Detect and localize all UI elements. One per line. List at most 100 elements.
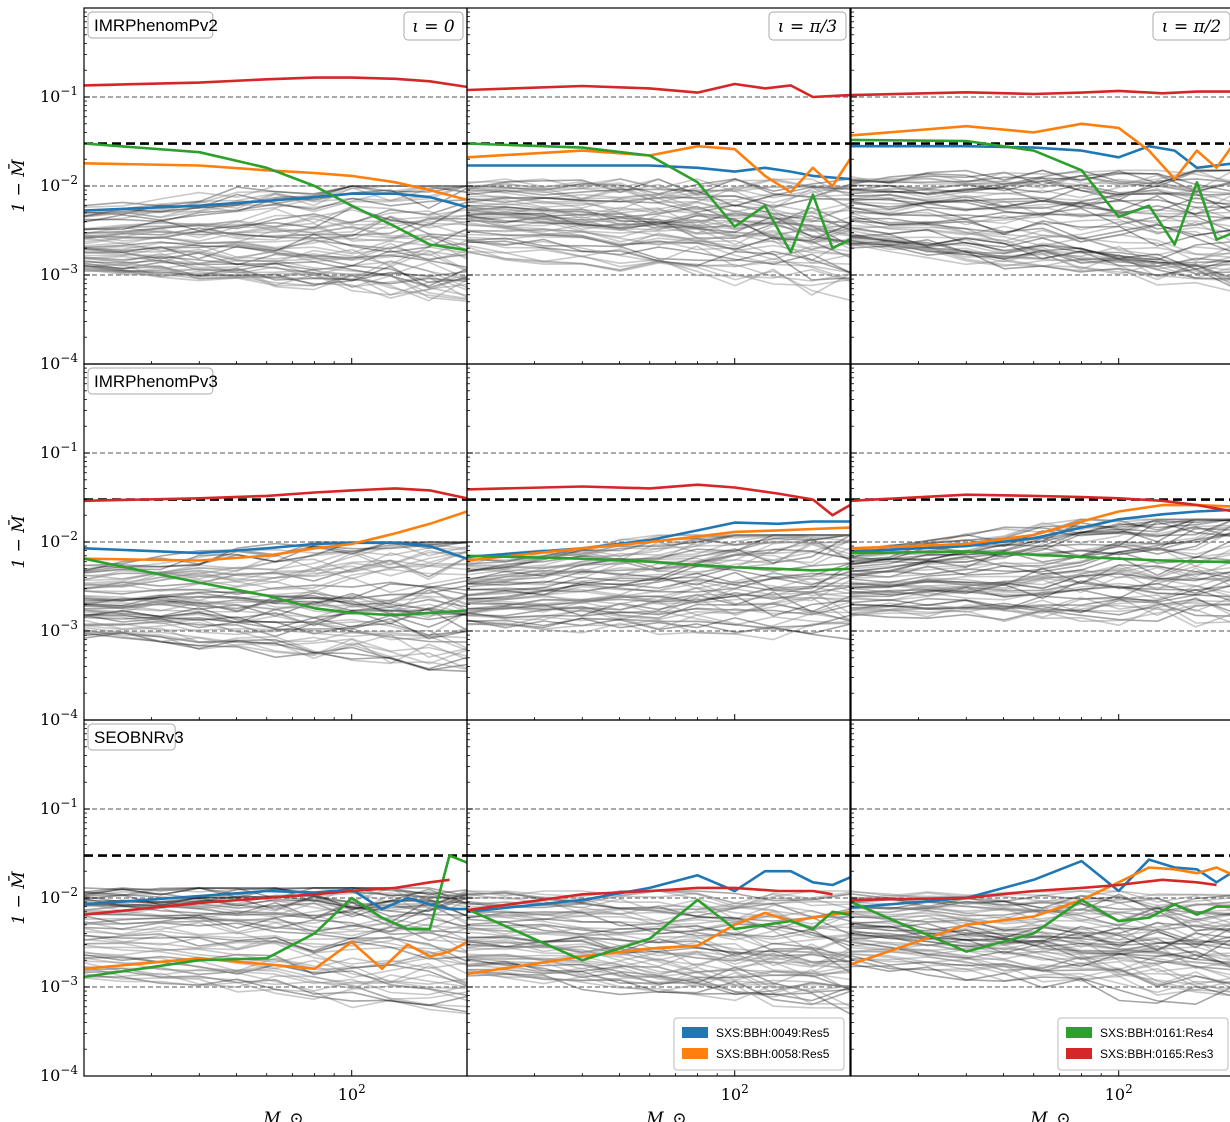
background-curve [467,586,850,610]
y-axis-label: 1 − M̄ [7,515,29,569]
inclination-label: ι = π/3 [778,17,837,37]
background-curve [467,603,850,622]
background-curve [851,245,1230,287]
background-curve [467,228,850,264]
background-curve [851,931,1230,953]
background-curve [84,918,467,942]
background-curve [84,248,467,268]
background-curve [84,629,467,670]
background-curve [84,214,467,238]
background-curve [467,935,850,963]
background-curve [851,894,1230,915]
background-curve [467,960,850,991]
background-curve [851,238,1230,278]
background-curve [851,890,1230,907]
background-curve [84,580,467,596]
legend-entry: SXS:BBH:0049:Res5 [716,1026,830,1040]
background-curve [84,894,467,911]
background-curve [467,931,850,964]
background-curve [467,581,850,604]
background-curve [467,971,850,1006]
background-curve [467,910,850,939]
series-line-SXS-BBH-0058-Res5 [84,510,467,562]
background-curve [851,177,1230,197]
background-curve [84,583,467,602]
background-curve [851,588,1230,608]
background-curve [467,577,850,605]
background-curve [84,941,467,970]
background-curve [851,956,1230,984]
background-curve [84,927,467,955]
background-curve [851,950,1230,986]
series-line-SXS-BBH-0058-Res5 [467,144,850,194]
x-tick-label: 102 [721,1082,749,1104]
y-tick-label: 10−4 [40,1063,78,1085]
background-curve [84,934,467,954]
panel-r1-c0: 10−4 10−3 10−2 10−1 1 − M̄ IMRPhenomPv3 [7,363,468,729]
background-curve [467,918,850,951]
background-curve [84,215,467,238]
legend-entry: SXS:BBH:0161:Res4 [1100,1026,1214,1040]
background-curve [467,209,850,234]
background-curve [851,585,1230,597]
background-curve [84,268,467,296]
x-axis-label: M_⊙ [645,1109,686,1122]
approximant-label-box [87,723,176,751]
background-curve [851,925,1230,952]
background-curve [467,585,850,607]
background-curve [84,946,467,969]
background-curve [84,944,467,969]
background-curve [851,525,1230,572]
background-curve [467,922,850,943]
background-curve [467,534,850,567]
background-curve [851,947,1230,974]
background-curve [467,194,850,208]
background-curve [851,596,1230,617]
background-curve [467,215,850,243]
inclination-label: ι = π/2 [1162,17,1221,37]
background-curve [84,568,467,592]
background-curve [467,925,850,953]
background-curve [84,621,467,639]
y-axis-label: 1 − M̄ [7,159,29,213]
background-curve [84,264,467,285]
background-curve [84,934,467,960]
background-curve [467,178,850,199]
background-curve [467,953,850,989]
background-curve [467,622,850,641]
background-curve [467,911,850,936]
background-curve [467,901,850,922]
background-curve [851,571,1230,589]
background-curve [467,612,850,635]
background-curve [851,237,1230,271]
background-curve [84,977,467,1002]
series-line-SXS-BBH-0165-Res3 [84,76,467,89]
series-line-SXS-BBH-0161-Res4 [467,142,850,254]
background-curve [851,912,1230,937]
background-curve [84,185,467,214]
background-curve [84,589,467,606]
background-curve [467,938,850,967]
background-curve [84,257,467,289]
background-curve [467,962,850,1002]
background-curve [467,575,850,601]
legend-swatch [682,1048,708,1059]
background-curve [851,178,1230,201]
background-curve [84,893,467,918]
background-curve [851,240,1230,264]
background-curve [467,534,850,568]
background-curve [467,926,850,954]
background-curve [851,606,1230,628]
background-curve [851,953,1230,993]
background-curve [84,887,467,909]
background-curve [467,205,850,236]
background-curve [467,614,850,629]
background-curve [467,591,850,614]
background-curve [851,891,1230,903]
background-curve [851,934,1230,965]
background-curve [84,887,467,900]
background-curve [467,215,850,250]
x-axis-label: M_⊙ [262,1109,303,1122]
series-line-SXS-BBH-0165-Res3 [84,487,467,503]
x-tick-label: 102 [338,1082,366,1104]
